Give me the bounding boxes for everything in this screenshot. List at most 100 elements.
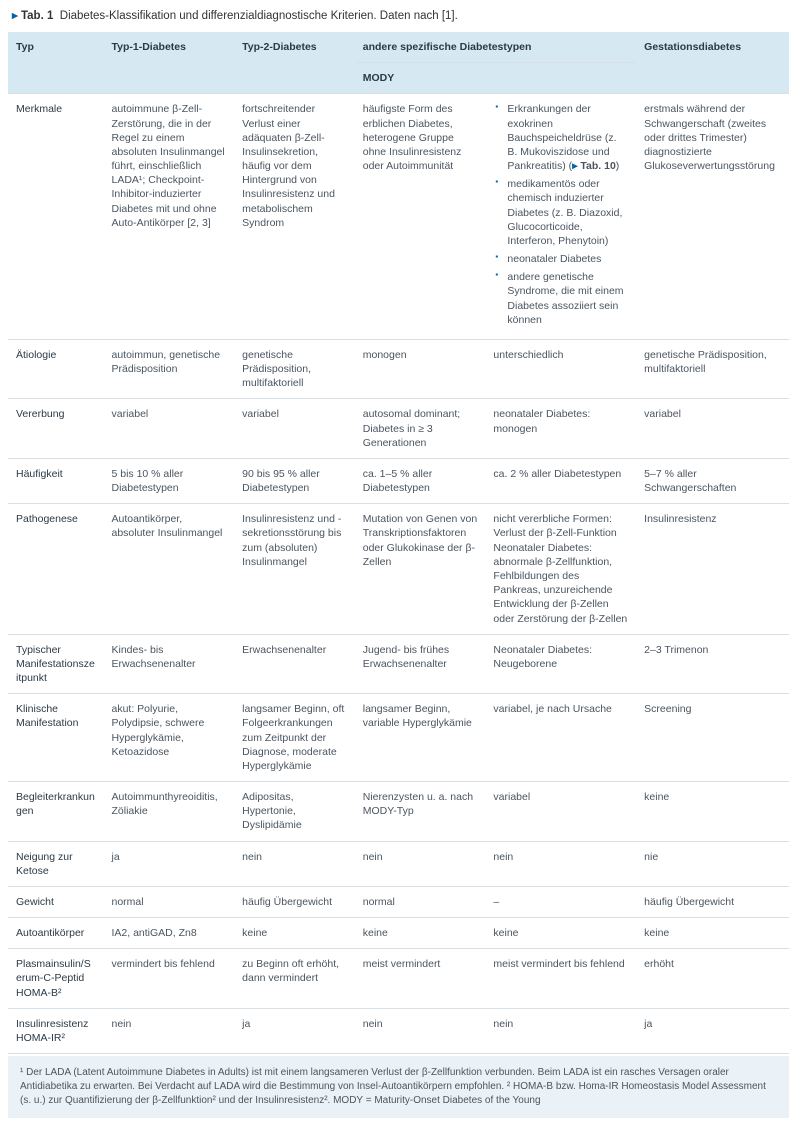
cell: keine [485, 918, 636, 949]
row-label: Pathogenese [8, 504, 103, 634]
cell: autoimmune β-Zell-Zerstörung, die in der… [103, 94, 234, 340]
cell: – [485, 886, 636, 917]
row-ketose: Neigung zur Ketose ja nein nein nein nie [8, 841, 789, 886]
cell: Insulinresistenz und -sekretionsstörung … [234, 504, 355, 634]
cell: ja [234, 1008, 355, 1053]
row-autoak: Autoantikörper IA2, antiGAD, Zn8 keine k… [8, 918, 789, 949]
cell: zu Beginn oft erhöht, dann vermindert [234, 949, 355, 1009]
row-homair: Insulinresistenz HOMA-IR² nein ja nein n… [8, 1008, 789, 1053]
col-typ: Typ [8, 32, 103, 94]
cell: keine [234, 918, 355, 949]
diabetes-classification-table: Typ Typ-1-Diabetes Typ-2-Diabetes andere… [8, 32, 789, 1054]
cell: Insulinresistenz [636, 504, 789, 634]
cell: unterschiedlich [485, 339, 636, 399]
row-label: Autoantikörper [8, 918, 103, 949]
row-begleit: Begleiterkrankungen Autoimmunthyreoiditi… [8, 782, 789, 842]
cell: normal [103, 886, 234, 917]
cell: Screening [636, 694, 789, 782]
table-caption: ▸ Tab. 1 Diabetes-Klassifikation und dif… [12, 8, 789, 22]
cell: neonataler Diabetes: monogen [485, 399, 636, 459]
cell: variabel [234, 399, 355, 459]
col-other: andere spezifische Diabetestypen [355, 32, 636, 63]
cell: nicht vererbliche Formen: Verlust der β-… [485, 504, 636, 634]
cell: fortschreitender Verlust einer adäquaten… [234, 94, 355, 340]
row-label: Klinische Manifestation [8, 694, 103, 782]
cell: Neonataler Diabetes: Neugeborene [485, 634, 636, 694]
row-label: Insulinresistenz HOMA-IR² [8, 1008, 103, 1053]
cell: variabel [485, 782, 636, 842]
cell: meist vermindert [355, 949, 486, 1009]
col-gest: Gestationsdiabetes [636, 32, 789, 94]
row-label: Begleiterkrankungen [8, 782, 103, 842]
cell: variabel [103, 399, 234, 459]
list-item: medikamentös oder chemisch induzierter D… [505, 177, 628, 248]
cell: 90 bis 95 % aller Diabetestypen [234, 458, 355, 503]
cell: keine [636, 782, 789, 842]
caption-label: Tab. 1 [21, 10, 53, 22]
row-label: Merkmale [8, 94, 103, 340]
cell: Autoantikörper, absoluter Insulinmangel [103, 504, 234, 634]
cell: genetische Prädisposition, multifaktorie… [234, 339, 355, 399]
cell: langsamer Beginn, oft Folgeerkrankungen … [234, 694, 355, 782]
cell: erhöht [636, 949, 789, 1009]
cell-bullets: Erkrankungen der exokrinen Bauchspeichel… [485, 94, 636, 340]
cell: Nierenzysten u. a. nach MODY-Typ [355, 782, 486, 842]
cell: langsamer Beginn, variable Hyperglykämie [355, 694, 486, 782]
row-label: Neigung zur Ketose [8, 841, 103, 886]
row-pathogenese: Pathogenese Autoantikörper, absoluter In… [8, 504, 789, 634]
row-label: Ätiologie [8, 339, 103, 399]
row-merkmale: Merkmale autoimmune β-Zell-Zerstörung, d… [8, 94, 789, 340]
cell: nein [103, 1008, 234, 1053]
table-footnote: ¹ Der LADA (Latent Autoimmune Diabetes i… [8, 1056, 789, 1118]
cell: 5 bis 10 % aller Diabetestypen [103, 458, 234, 503]
row-label: Typischer Manifestationszeitpunkt [8, 634, 103, 694]
cell: autoimmun, genetische Prädisposition [103, 339, 234, 399]
cell: nein [234, 841, 355, 886]
cell: nein [485, 841, 636, 886]
other-bullet-list: Erkrankungen der exokrinen Bauchspeichel… [493, 102, 628, 327]
cell: akut: Polyurie, Polydipsie, schwere Hype… [103, 694, 234, 782]
cell: Mutation von Genen von Transkriptionsfak… [355, 504, 486, 634]
caption-arrow-icon: ▸ [12, 10, 18, 22]
col-other-blank [485, 63, 636, 94]
col-mody: MODY [355, 63, 486, 94]
cell: Kindes- bis Erwachsenenalter [103, 634, 234, 694]
cell: ca. 2 % aller Diabetestypen [485, 458, 636, 503]
row-plasma: Plasmainsulin/Serum-C-Peptid HOMA-B² ver… [8, 949, 789, 1009]
cell: variabel [636, 399, 789, 459]
cell: genetische Prädisposition, multifaktorie… [636, 339, 789, 399]
cell: Jugend- bis frühes Erwachsenenalter [355, 634, 486, 694]
row-label: Gewicht [8, 886, 103, 917]
cell: 5–7 % aller Schwangerschaften [636, 458, 789, 503]
cell: normal [355, 886, 486, 917]
cell: nein [485, 1008, 636, 1053]
row-label: Vererbung [8, 399, 103, 459]
row-gewicht: Gewicht normal häufig Übergewicht normal… [8, 886, 789, 917]
cell: variabel, je nach Ursache [485, 694, 636, 782]
cell: nein [355, 1008, 486, 1053]
cell: meist vermindert bis fehlend [485, 949, 636, 1009]
cell: IA2, antiGAD, Zn8 [103, 918, 234, 949]
cell: erstmals während der Schwangerschaft (zw… [636, 94, 789, 340]
row-klin-manifest: Klinische Manifestation akut: Polyurie, … [8, 694, 789, 782]
row-vererbung: Vererbung variabel variabel autosomal do… [8, 399, 789, 459]
caption-text: Diabetes-Klassifikation und differenzial… [60, 10, 458, 22]
cell: häufig Übergewicht [234, 886, 355, 917]
cell: ja [636, 1008, 789, 1053]
cell: ja [103, 841, 234, 886]
list-item: neonataler Diabetes [505, 252, 628, 266]
cell: autosomal dominant; Diabetes in ≥ 3 Gene… [355, 399, 486, 459]
ref-arrow-icon: ▸ [572, 160, 577, 172]
cell: monogen [355, 339, 486, 399]
row-label: Häufigkeit [8, 458, 103, 503]
col-t1: Typ-1-Diabetes [103, 32, 234, 94]
header-row-1: Typ Typ-1-Diabetes Typ-2-Diabetes andere… [8, 32, 789, 63]
cell: keine [636, 918, 789, 949]
row-haeufigkeit: Häufigkeit 5 bis 10 % aller Diabetestype… [8, 458, 789, 503]
cell: vermindert bis fehlend [103, 949, 234, 1009]
cell: nein [355, 841, 486, 886]
list-item: Erkrankungen der exokrinen Bauchspeichel… [505, 102, 628, 173]
cell: ca. 1–5 % aller Diabetestypen [355, 458, 486, 503]
cell: nie [636, 841, 789, 886]
cell: Erwachsenenalter [234, 634, 355, 694]
